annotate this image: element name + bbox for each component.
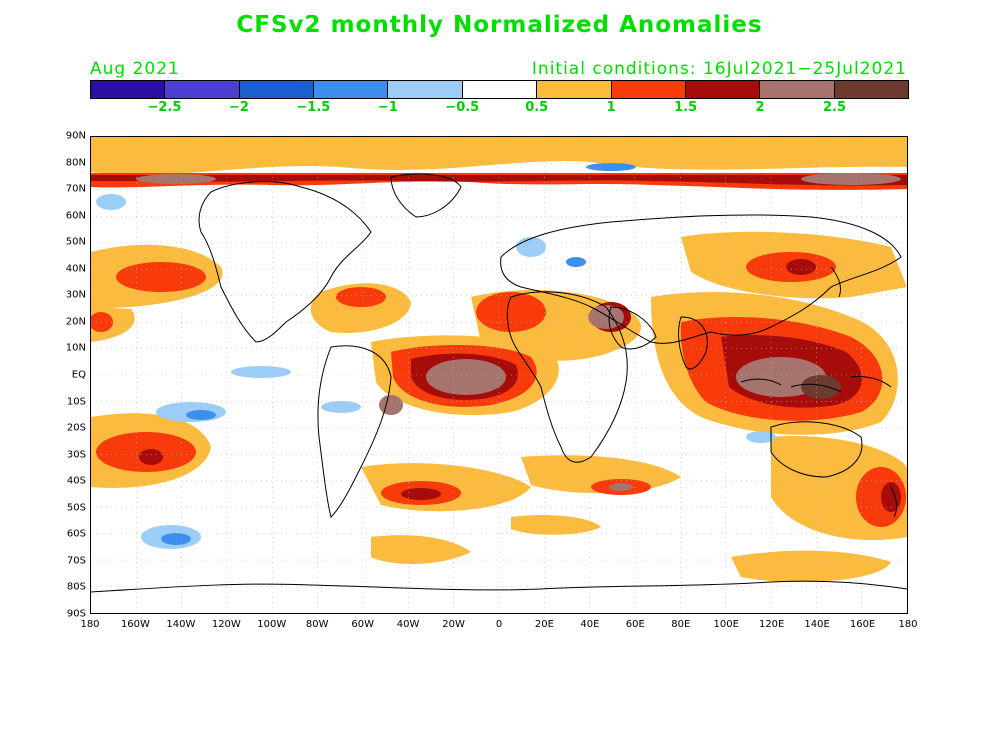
color-scale-tick-label: −1 — [377, 100, 398, 115]
color-scale-box — [611, 81, 686, 98]
color-scale-tick-label: −2.5 — [147, 100, 182, 115]
color-scale-box — [760, 81, 835, 98]
longitude-tick-label: 80W — [305, 619, 329, 630]
longitude-tick-label: 120W — [211, 619, 241, 630]
latitude-tick-label: 60S — [66, 528, 86, 540]
latitude-tick-label: 60N — [65, 210, 86, 222]
latitude-tick-label: 50N — [65, 236, 86, 248]
longitude-tick-label: 60E — [625, 619, 645, 630]
color-scale-tick-label: 1 — [606, 100, 616, 115]
latitude-tick-label: 90N — [65, 130, 86, 142]
color-scale-box — [685, 81, 761, 98]
latitude-tick-label: 90S — [66, 608, 86, 620]
color-scale-bar — [90, 80, 909, 99]
color-scale-tick-label: 2 — [755, 100, 765, 115]
latitude-tick-label: 80N — [65, 157, 86, 169]
latitude-tick-label: 70S — [66, 555, 86, 567]
latitude-tick-label: 10N — [65, 342, 86, 354]
longitude-tick-label: 160E — [849, 619, 876, 630]
color-scale-tick-label: 0.5 — [525, 100, 549, 115]
color-scale-box — [91, 81, 166, 98]
color-scale-box — [165, 81, 240, 98]
latitude-tick-label: 50S — [66, 502, 86, 514]
longitude-tick-label: 40W — [396, 619, 420, 630]
color-scale-box — [314, 81, 389, 98]
latitude-tick-label: 20N — [65, 316, 86, 328]
lat-lon-grid — [91, 137, 907, 613]
latitude-tick-label: 20S — [66, 422, 86, 434]
latitude-tick-label: 40N — [65, 263, 86, 275]
latitude-tick-label: 70N — [65, 183, 86, 195]
longitude-tick-label: 100E — [713, 619, 739, 630]
color-scale-box — [462, 81, 538, 98]
color-scale-tick-label: −1.5 — [296, 100, 331, 115]
longitude-tick-label: 180 — [898, 619, 918, 630]
latitude-tick-label: 40S — [66, 475, 86, 487]
color-scale-box — [537, 81, 612, 98]
longitude-tick-label: 0 — [495, 619, 503, 630]
longitude-tick-label: 160W — [120, 619, 150, 630]
longitude-tick-label: 140E — [804, 619, 830, 630]
longitude-tick-label: 20E — [534, 619, 554, 630]
longitude-tick-label: 100W — [257, 619, 287, 630]
color-scale-tick-label: −0.5 — [445, 100, 480, 115]
latitude-tick-label: 30S — [66, 449, 86, 461]
longitude-tick-label: 140W — [166, 619, 196, 630]
color-scale-box — [388, 81, 463, 98]
anomaly-map — [90, 136, 908, 614]
color-scale-box — [239, 81, 315, 98]
color-scale-box — [834, 81, 908, 98]
color-scale-tick-label: −2 — [228, 100, 249, 115]
latitude-tick-label: EQ — [71, 369, 86, 381]
valid-month-label: Aug 2021 — [90, 59, 180, 79]
longitude-tick-label: 80E — [671, 619, 691, 630]
longitude-tick-label: 40E — [580, 619, 600, 630]
latitude-tick-label: 10S — [66, 396, 86, 408]
anomaly-shading — [91, 137, 907, 582]
longitude-tick-label: 180 — [80, 619, 100, 630]
color-scale-tick-label: 1.5 — [674, 100, 698, 115]
initial-conditions-label: Initial conditions: 16Jul2021−25Jul2021 — [531, 59, 907, 79]
color-scale-tick-label: 2.5 — [823, 100, 847, 115]
map-title: CFSv2 monthly Normalized Anomalies — [236, 12, 763, 38]
coastlines — [91, 173, 907, 593]
longitude-tick-label: 20W — [442, 619, 465, 630]
longitude-tick-label: 120E — [758, 619, 785, 630]
longitude-tick-label: 60W — [351, 619, 374, 630]
latitude-tick-label: 30N — [65, 289, 86, 301]
latitude-tick-label: 80S — [66, 581, 86, 593]
